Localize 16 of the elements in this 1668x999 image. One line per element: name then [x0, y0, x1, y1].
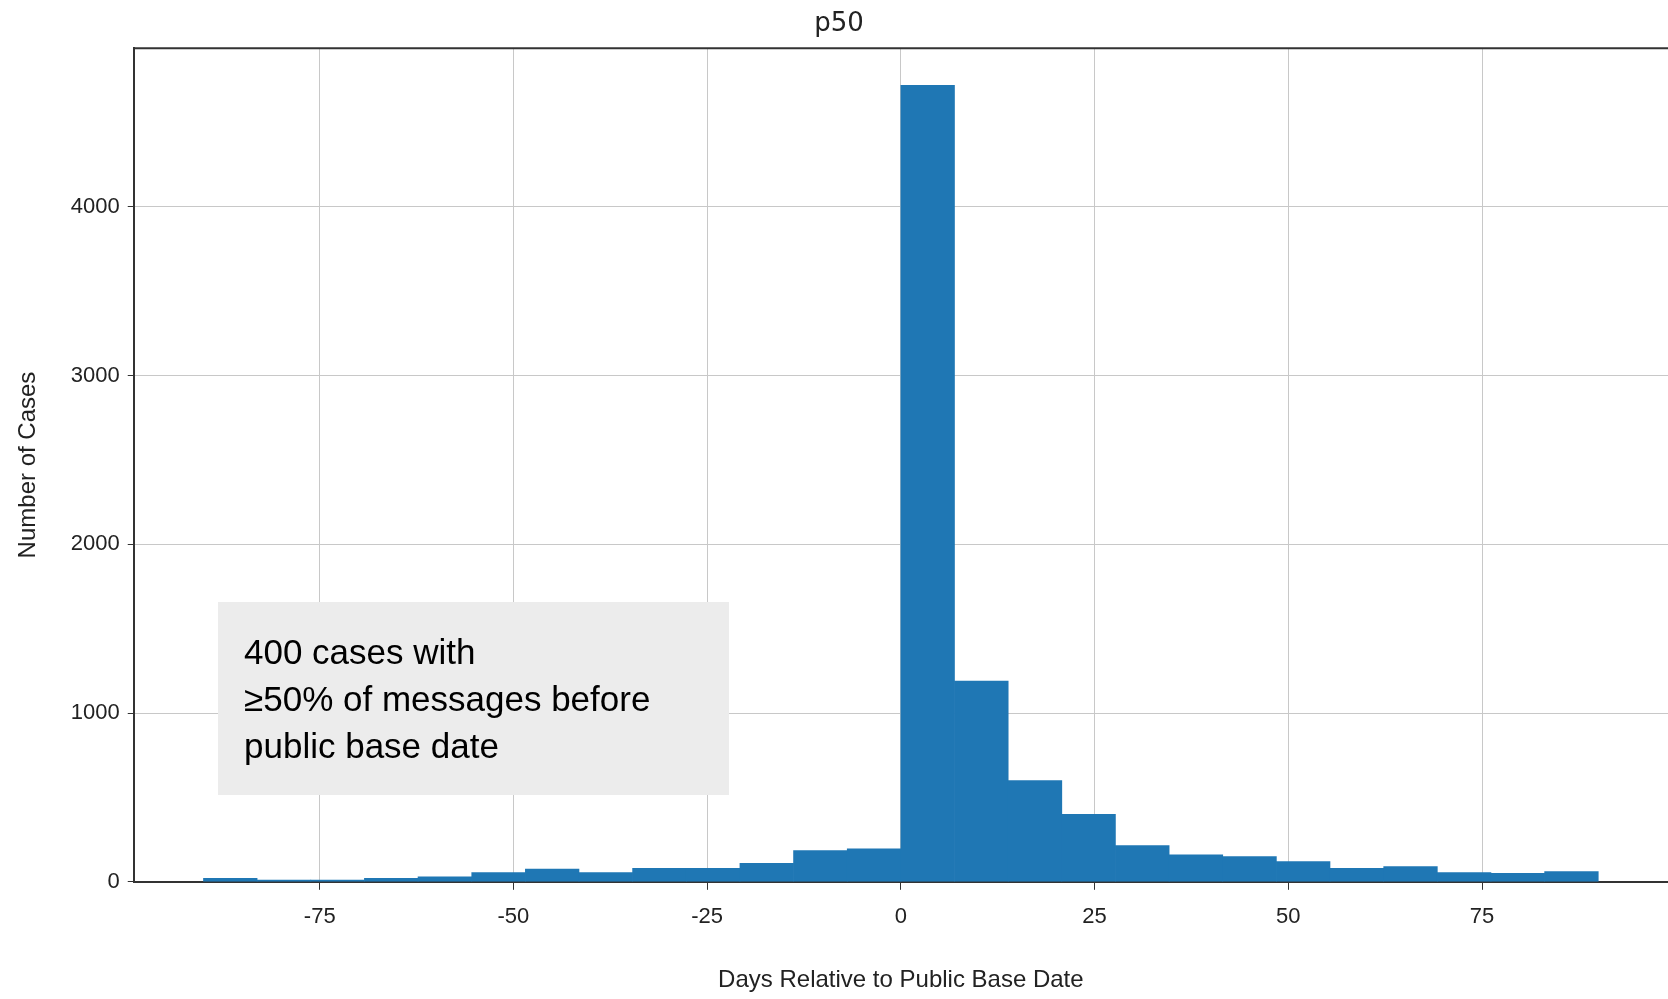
- x-tick-label: 0: [894, 903, 907, 929]
- y-tick-label: 4000: [70, 192, 120, 218]
- y-tick-label: 1000: [70, 699, 120, 725]
- x-tick-label: -25: [691, 903, 724, 929]
- annotation: 400 cases with ≥50% of messages before public base date: [218, 602, 729, 795]
- x-tick-label: 75: [1469, 903, 1495, 929]
- x-axis-title: Days Relative to Public Base Date: [718, 965, 1084, 993]
- x-tick-label: 25: [1082, 903, 1107, 929]
- y-tick-label: 0: [107, 867, 120, 893]
- x-tick-label: -50: [497, 903, 530, 929]
- y-tick-label: 3000: [70, 361, 120, 387]
- chart-title: p50: [814, 7, 864, 38]
- x-tick-label: 50: [1276, 903, 1301, 929]
- y-tick-label: 2000: [70, 530, 120, 556]
- y-axis-title: Number of Cases: [13, 371, 41, 559]
- x-tick-label: -75: [303, 903, 336, 929]
